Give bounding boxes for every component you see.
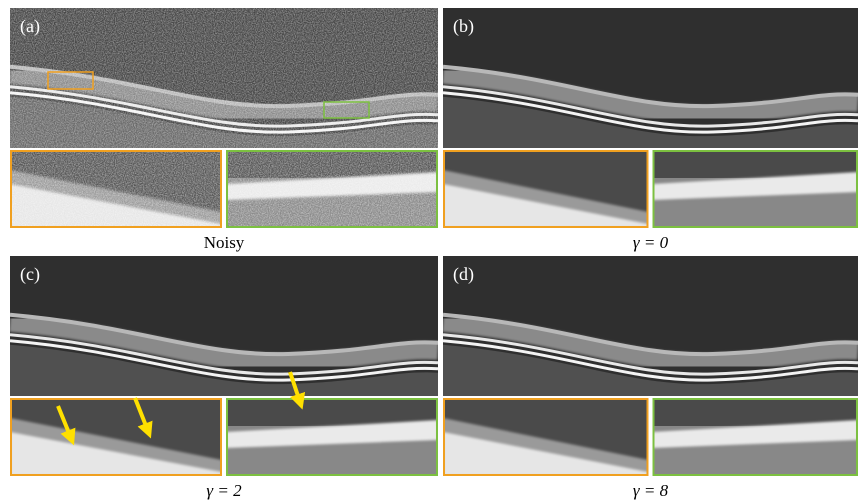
inset: [443, 150, 649, 228]
inset-image: [226, 150, 438, 228]
inset: [653, 398, 859, 476]
oct-image: [10, 8, 438, 148]
inset-image: [226, 398, 438, 476]
panel: (b) γ = 0: [443, 8, 858, 252]
noise: [10, 8, 438, 148]
noise: [10, 150, 222, 228]
panel: (d) γ = 8: [443, 256, 858, 500]
inset: [226, 150, 438, 228]
panel-caption: γ = 0: [633, 233, 669, 252]
panel-caption: γ = 2: [206, 481, 242, 500]
inset: [10, 150, 222, 228]
inset: [226, 398, 438, 476]
panel: (c) γ = 2: [10, 256, 438, 500]
oct-image: [10, 256, 438, 396]
panel-label: (d): [453, 264, 474, 285]
panel-caption: γ = 8: [633, 481, 669, 500]
inset-image: [443, 150, 649, 228]
inset: [10, 398, 222, 476]
inset-image: [10, 398, 222, 476]
inset-image: [10, 150, 222, 228]
oct-image: [443, 256, 858, 396]
oct-image: [443, 8, 858, 148]
inset: [443, 398, 649, 476]
panel-label: (c): [20, 264, 40, 285]
panel-caption: Noisy: [204, 233, 245, 252]
panel-label: (a): [20, 16, 40, 37]
panel: (a) Noisy: [10, 8, 438, 252]
inset-image: [653, 150, 859, 228]
inset-image: [443, 398, 649, 476]
inset-image: [653, 398, 859, 476]
panel-label: (b): [453, 16, 474, 37]
noise: [226, 150, 438, 228]
inset: [653, 150, 859, 228]
figure: (a) Noisy (b) γ = 0 (c) γ = 2 (d) γ = 8: [0, 0, 860, 502]
